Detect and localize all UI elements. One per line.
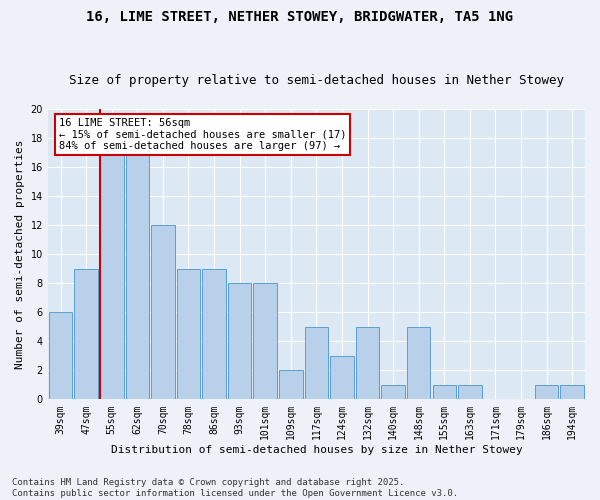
Bar (407, 327, 430, 400)
Bar (382, 385, 405, 400)
Y-axis label: Number of semi-detached properties: Number of semi-detached properties (15, 140, 25, 369)
Bar (151, 225, 175, 400)
Bar (560, 385, 584, 400)
Bar (433, 385, 456, 400)
X-axis label: Distribution of semi-detached houses by size in Nether Stowey: Distribution of semi-detached houses by … (110, 445, 522, 455)
Bar (49, 312, 73, 400)
Bar (74, 268, 98, 400)
Bar (535, 385, 559, 400)
Bar (305, 327, 328, 400)
Bar (279, 370, 302, 400)
Bar (100, 152, 124, 400)
Bar (458, 385, 482, 400)
Bar (228, 283, 251, 400)
Bar (253, 283, 277, 400)
Bar (177, 268, 200, 400)
Bar (356, 327, 379, 400)
Text: 16, LIME STREET, NETHER STOWEY, BRIDGWATER, TA5 1NG: 16, LIME STREET, NETHER STOWEY, BRIDGWAT… (86, 10, 514, 24)
Title: Size of property relative to semi-detached houses in Nether Stowey: Size of property relative to semi-detach… (69, 74, 564, 87)
Text: 16 LIME STREET: 56sqm
← 15% of semi-detached houses are smaller (17)
84% of semi: 16 LIME STREET: 56sqm ← 15% of semi-deta… (59, 118, 346, 151)
Bar (202, 268, 226, 400)
Bar (330, 356, 354, 400)
Text: Contains HM Land Registry data © Crown copyright and database right 2025.
Contai: Contains HM Land Registry data © Crown c… (12, 478, 458, 498)
Bar (125, 152, 149, 400)
